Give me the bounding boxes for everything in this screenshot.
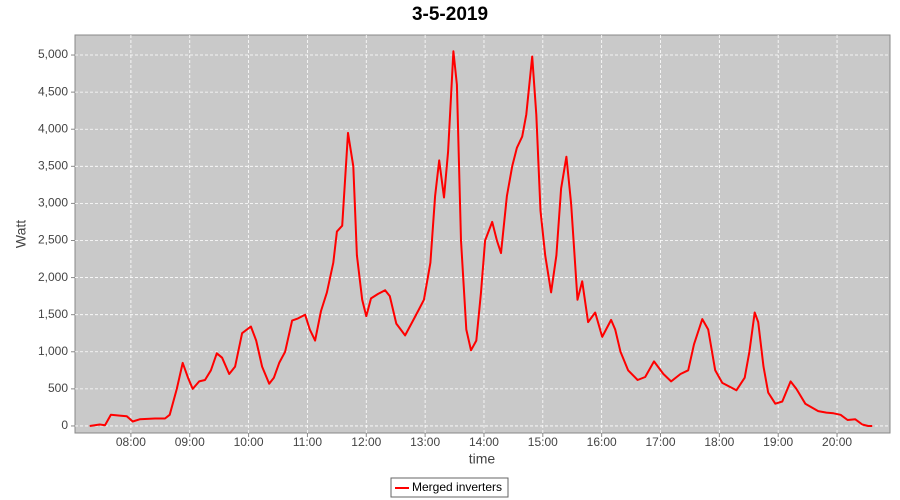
x-tick-label: 20:00 [822, 435, 852, 449]
y-tick-label: 0 [61, 418, 68, 432]
legend-label: Merged inverters [412, 480, 502, 494]
x-tick-label: 12:00 [351, 435, 381, 449]
y-tick-label: 1,000 [38, 344, 68, 358]
y-tick-label: 500 [48, 381, 68, 395]
plot-area [74, 34, 891, 434]
y-tick-label: 2,000 [38, 270, 68, 284]
y-tick-label: 1,500 [38, 307, 68, 321]
x-tick-label: 17:00 [645, 435, 675, 449]
x-axis-label: time [469, 451, 496, 467]
x-tick-label: 09:00 [175, 435, 205, 449]
y-tick-label: 4,000 [38, 121, 68, 135]
y-tick-label: 3,000 [38, 196, 68, 210]
x-tick-label: 13:00 [410, 435, 440, 449]
x-tick-label: 10:00 [234, 435, 264, 449]
line [89, 50, 873, 427]
x-tick-label: 16:00 [587, 435, 617, 449]
x-tick-label: 19:00 [763, 435, 793, 449]
y-tick-label: 2,500 [38, 233, 68, 247]
x-tick-label: 08:00 [116, 435, 146, 449]
x-tick-label: 11:00 [293, 435, 322, 449]
y-tick-label: 4,500 [38, 84, 68, 98]
x-tick-label: 18:00 [704, 435, 734, 449]
chart-title: 3-5-2019 [412, 4, 488, 25]
x-tick-label: 14:00 [469, 435, 499, 449]
x-tick-label: 15:00 [528, 435, 558, 449]
y-tick-label: 5,000 [38, 47, 68, 61]
y-axis-label: Watt [13, 220, 29, 248]
legend [390, 477, 509, 498]
y-tick-label: 3,500 [38, 158, 68, 172]
